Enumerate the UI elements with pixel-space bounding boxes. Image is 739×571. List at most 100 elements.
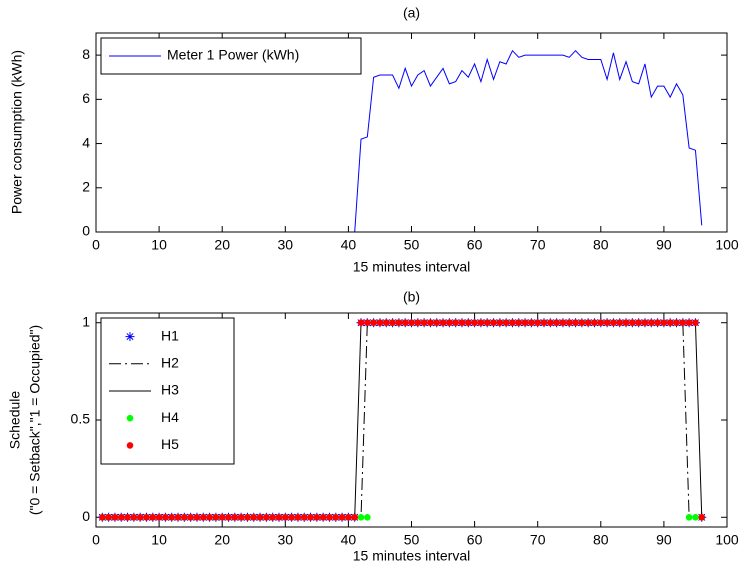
dot-marker	[502, 319, 510, 327]
dot-marker	[452, 319, 459, 327]
x-tick-label: 70	[530, 237, 546, 253]
dot-marker	[673, 319, 680, 327]
dot-marker	[471, 319, 478, 327]
x-tick-label: 30	[278, 237, 294, 253]
dot-marker	[168, 513, 176, 521]
dot-marker	[685, 319, 693, 327]
dot-marker	[263, 513, 270, 521]
dot-marker	[528, 319, 535, 327]
x-tick-label: 10	[151, 237, 167, 253]
x-tick-label: 90	[656, 532, 672, 548]
x-tick-label: 60	[467, 237, 483, 253]
y-axis-label: Power consumption (kWh)	[9, 50, 25, 214]
dot-marker	[130, 513, 138, 521]
dot-marker	[427, 319, 434, 327]
dot-marker	[584, 319, 592, 327]
legend-marker	[125, 332, 135, 342]
dot-marker	[111, 513, 119, 521]
dot-marker	[193, 513, 201, 521]
x-tick-label: 20	[214, 532, 230, 548]
y-tick-label: 6	[82, 90, 90, 106]
chart-title: (b)	[403, 289, 420, 305]
y-tick-label: 0.5	[71, 411, 91, 427]
dot-marker	[313, 513, 321, 521]
dot-marker	[250, 513, 258, 521]
dot-marker	[458, 319, 466, 327]
dot-marker	[294, 513, 302, 521]
axes-frame	[95, 32, 728, 233]
dot-marker	[187, 513, 194, 521]
dot-marker	[692, 319, 699, 327]
x-tick-label: 0	[92, 532, 100, 548]
dot-marker	[629, 319, 636, 327]
legend-label: H5	[161, 436, 179, 452]
y-tick-label: 0	[82, 223, 90, 239]
x-tick-label: 0	[92, 237, 100, 253]
dot-marker	[534, 319, 541, 327]
dot-marker	[547, 319, 554, 327]
dot-marker	[288, 513, 295, 521]
dot-marker	[395, 319, 403, 327]
dot-marker	[212, 513, 220, 521]
dot-marker	[666, 319, 674, 327]
y-tick-label: 0	[82, 508, 90, 524]
dot-marker	[389, 319, 396, 327]
dot-marker	[275, 513, 283, 521]
dot-marker	[616, 319, 624, 327]
x-tick-label: 40	[341, 237, 357, 253]
dot-marker	[338, 513, 346, 521]
dot-marker	[610, 319, 617, 327]
y-tick-label: 4	[82, 134, 90, 150]
x-tick-label: 50	[404, 532, 420, 548]
dot-marker	[382, 319, 390, 327]
y-axis-label: Schedule	[7, 391, 23, 450]
dot-marker	[578, 319, 586, 327]
dot-marker	[370, 319, 377, 327]
x-axis-label: 15 minutes interval	[353, 259, 471, 275]
dot-marker	[553, 319, 560, 327]
dot-marker	[559, 319, 567, 327]
dot-marker	[332, 513, 340, 521]
series-line	[102, 49, 703, 233]
dot-marker	[357, 319, 365, 327]
dot-marker	[622, 319, 630, 327]
axes-frame	[95, 312, 728, 528]
dot-marker	[155, 513, 163, 521]
dot-marker	[597, 319, 605, 327]
x-tick-label: 60	[467, 532, 483, 548]
dot-marker	[174, 513, 182, 521]
x-tick-label: 80	[593, 237, 609, 253]
dot-marker	[218, 513, 226, 521]
x-tick-label: 80	[593, 532, 609, 548]
chart-title: (a)	[403, 5, 420, 21]
dot-marker	[685, 513, 693, 521]
dot-marker	[307, 513, 314, 521]
dot-marker	[603, 319, 611, 327]
dot-marker	[282, 513, 289, 521]
dot-marker	[364, 513, 371, 521]
dot-marker	[364, 319, 371, 327]
dot-marker	[326, 513, 333, 521]
dot-marker	[376, 319, 384, 327]
y-axis-label: ("0 = Setback","1 = Occupied")	[27, 325, 43, 515]
dot-marker	[496, 319, 504, 327]
dot-marker	[420, 319, 428, 327]
y-tick-label: 1	[82, 313, 90, 329]
dot-marker	[641, 319, 649, 327]
dot-marker	[692, 513, 699, 521]
x-tick-label: 40	[341, 532, 357, 548]
x-tick-label: 70	[530, 532, 546, 548]
dot-marker	[540, 319, 548, 327]
dot-marker	[300, 513, 308, 521]
x-tick-label: 90	[656, 237, 672, 253]
dot-marker	[591, 319, 598, 327]
dot-marker	[225, 513, 232, 521]
legend-marker	[126, 414, 134, 422]
legend-marker	[126, 442, 134, 449]
dot-marker	[477, 319, 485, 327]
y-tick-label: 8	[82, 46, 90, 62]
dot-marker	[136, 513, 144, 521]
legend-label: H1	[161, 327, 179, 343]
